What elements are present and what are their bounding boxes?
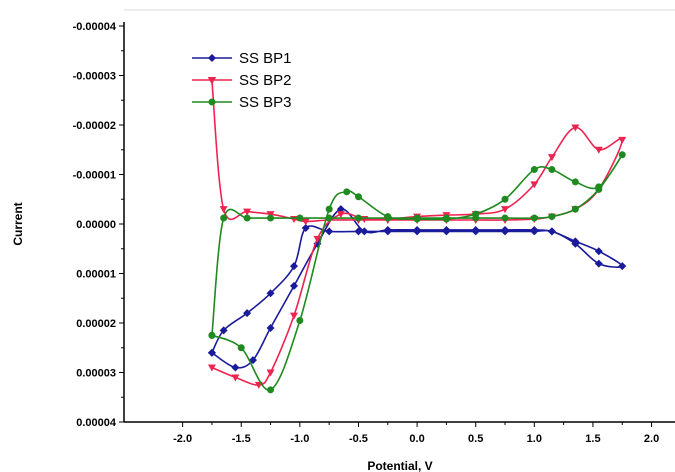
y-tick-label: 0.00003 xyxy=(76,368,116,380)
data-point xyxy=(325,214,333,222)
data-point xyxy=(266,289,275,298)
legend-entry: SS BP1 xyxy=(239,50,292,67)
data-point xyxy=(594,259,603,268)
y-tick-label: 0.00002 xyxy=(76,318,116,330)
plot-frame xyxy=(123,9,675,423)
data-point xyxy=(413,227,422,236)
y-tick-label: 0.00000 xyxy=(76,219,116,231)
data-point xyxy=(618,136,627,144)
data-point xyxy=(266,369,275,377)
data-point xyxy=(325,205,333,213)
data-point xyxy=(501,206,510,214)
data-point xyxy=(571,205,579,213)
legend-marker xyxy=(208,98,216,106)
data-point xyxy=(547,154,556,162)
data-point xyxy=(442,214,450,222)
data-point xyxy=(219,206,228,214)
data-point xyxy=(336,211,345,219)
data-point xyxy=(313,235,322,243)
data-point xyxy=(243,214,251,222)
data-point xyxy=(595,185,603,193)
data-point xyxy=(243,309,252,318)
y-tick-label: -0.00001 xyxy=(73,170,116,182)
x-tick-label: -0.5 xyxy=(349,433,368,445)
series-layer xyxy=(207,77,627,394)
data-point xyxy=(530,181,539,189)
legend-entry: SS BP2 xyxy=(239,72,292,89)
data-point xyxy=(501,214,509,222)
x-tick-label: 1.5 xyxy=(585,433,600,445)
data-point xyxy=(289,262,298,271)
y-tick-label: -0.00003 xyxy=(73,71,116,83)
series-1 xyxy=(207,205,627,372)
data-point xyxy=(618,151,626,159)
y-axis-title: Current xyxy=(11,202,25,245)
x-tick-label: 2.0 xyxy=(644,433,659,445)
data-point xyxy=(548,213,556,221)
data-point xyxy=(547,227,556,236)
data-point xyxy=(571,124,580,132)
data-point xyxy=(354,227,363,236)
x-tick-label: -1.0 xyxy=(290,433,309,445)
data-point xyxy=(343,188,351,196)
legend-marker xyxy=(208,77,216,84)
x-tick-label: -1.5 xyxy=(232,433,251,445)
y-tick-label: -0.00002 xyxy=(73,120,116,132)
legend: SS BP1 SS BP2 SS BP3 xyxy=(192,50,292,111)
data-point xyxy=(237,344,245,352)
data-point xyxy=(383,227,392,236)
series-3 xyxy=(208,151,626,394)
data-point xyxy=(231,363,240,372)
data-point xyxy=(594,247,603,256)
data-point xyxy=(618,262,627,271)
data-point xyxy=(267,214,275,222)
data-point xyxy=(472,214,480,222)
data-point xyxy=(325,227,334,236)
data-point xyxy=(301,218,310,226)
data-point xyxy=(594,146,603,154)
data-point xyxy=(413,214,421,222)
data-point xyxy=(501,195,509,203)
data-point xyxy=(219,326,228,335)
x-tick-label: 1.0 xyxy=(527,433,542,445)
y-tick-label: 0.00004 xyxy=(76,417,117,429)
data-point xyxy=(243,208,252,216)
x-axis: -2.0 -1.5 -1.0 -0.5 0.0 0.5 1.0 1.5 2.0 xyxy=(173,422,659,445)
data-point xyxy=(231,374,240,382)
data-point xyxy=(207,364,216,372)
data-point xyxy=(571,178,579,186)
data-point xyxy=(548,166,556,174)
data-point xyxy=(296,317,304,325)
data-point xyxy=(471,227,480,236)
data-point xyxy=(220,214,228,222)
data-point xyxy=(530,166,538,174)
data-point xyxy=(289,281,298,290)
x-tick-label: -2.0 xyxy=(173,433,192,445)
x-tick-label: 0.0 xyxy=(409,433,424,445)
legend-entry: SS BP3 xyxy=(239,94,292,111)
data-point xyxy=(530,227,539,236)
data-point xyxy=(207,348,216,357)
x-axis-title: Potential, V xyxy=(367,459,432,472)
data-point xyxy=(266,323,275,332)
data-point xyxy=(208,331,216,339)
data-point xyxy=(354,193,362,201)
data-point xyxy=(571,239,580,248)
y-tick-label: -0.00004 xyxy=(73,21,117,33)
data-point xyxy=(354,214,362,222)
data-point xyxy=(530,214,538,222)
y-axis: -0.00004 -0.00003 -0.00002 -0.00001 0.00000 0… xyxy=(73,21,124,429)
x-tick-label: 0.5 xyxy=(468,433,483,445)
data-point xyxy=(296,214,304,222)
y-tick-label: 0.00001 xyxy=(76,269,116,281)
data-point xyxy=(501,227,510,236)
data-point xyxy=(301,223,310,232)
data-point xyxy=(384,214,392,222)
data-point xyxy=(289,312,298,320)
data-point xyxy=(360,227,369,236)
data-point xyxy=(442,227,451,236)
legend-marker xyxy=(208,54,216,62)
data-point xyxy=(267,386,275,394)
